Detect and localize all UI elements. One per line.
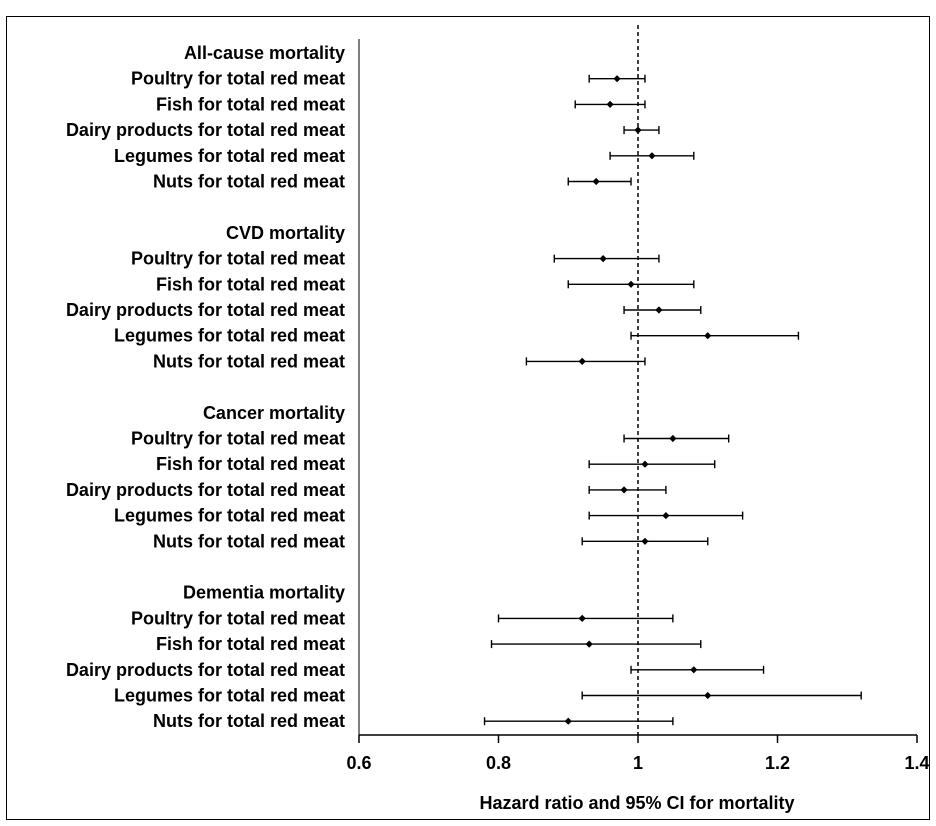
- hazard-ratio-point: [648, 152, 656, 160]
- hazard-ratio-point: [592, 177, 600, 186]
- group-title: Cancer mortality: [203, 403, 345, 423]
- chart-frame: 0.6 0.8 1 1.2 1.4 All-cause mortality Poultry…: [6, 16, 930, 820]
- hazard-ratio-point: [704, 691, 712, 700]
- hazard-ratio-point: [641, 537, 649, 545]
- row-label: Nuts for total red meat: [153, 172, 345, 192]
- axes: 0.6 0.8 1 1.2 1.4: [346, 25, 930, 773]
- row-label: Dairy products for total red meat: [66, 480, 345, 500]
- x-tick-label: 1.4: [904, 753, 929, 773]
- hazard-ratio-point: [704, 332, 712, 340]
- row-label: Poultry for total red meat: [131, 69, 345, 89]
- hazard-ratio-point: [627, 280, 635, 288]
- forest-plot: 0.6 0.8 1 1.2 1.4 All-cause mortality Poultry…: [66, 25, 930, 813]
- hazard-ratio-point: [606, 100, 614, 108]
- x-tick-label: 1.2: [765, 753, 790, 773]
- row-label: Legumes for total red meat: [114, 146, 345, 166]
- hazard-ratio-point: [613, 75, 621, 83]
- x-tick-label: 1: [633, 753, 643, 773]
- row-label: Legumes for total red meat: [114, 506, 345, 526]
- row-label: Fish for total red meat: [156, 454, 345, 474]
- hazard-ratio-point: [585, 640, 593, 648]
- group-title: CVD mortality: [226, 223, 345, 243]
- group-title: All-cause mortality: [184, 43, 345, 63]
- hazard-ratio-point: [662, 512, 670, 520]
- row-label: Poultry for total red meat: [131, 429, 345, 449]
- hazard-ratio-point: [599, 255, 607, 263]
- x-axis-label: Hazard ratio and 95% CI for mortality: [479, 793, 794, 813]
- row-label: Dairy products for total red meat: [66, 120, 345, 140]
- row-label: Fish for total red meat: [156, 634, 345, 654]
- row-label: Dairy products for total red meat: [66, 660, 345, 680]
- row-label: Legumes for total red meat: [114, 686, 345, 706]
- row-label: Fish for total red meat: [156, 274, 345, 294]
- row-label: Poultry for total red meat: [131, 608, 345, 628]
- hazard-ratio-point: [578, 357, 586, 365]
- hazard-ratio-point: [634, 126, 642, 134]
- hazard-ratio-point: [620, 486, 628, 494]
- row-label: Nuts for total red meat: [153, 351, 345, 371]
- row-label: Nuts for total red meat: [153, 531, 345, 551]
- x-tick-label: 0.6: [346, 753, 371, 773]
- row-label: Poultry for total red meat: [131, 249, 345, 269]
- row-label: Fish for total red meat: [156, 94, 345, 114]
- hazard-ratio-point: [564, 717, 572, 725]
- row-label: Nuts for total red meat: [153, 711, 345, 731]
- x-tick-label: 0.8: [486, 753, 511, 773]
- row-label: Dairy products for total red meat: [66, 300, 345, 320]
- group-title: Dementia mortality: [183, 583, 345, 603]
- hazard-ratio-point: [578, 614, 586, 622]
- row-label: Legumes for total red meat: [114, 326, 345, 346]
- hazard-ratio-point: [690, 666, 698, 674]
- plot-rows: All-cause mortality Poultry for total red…: [66, 43, 862, 731]
- hazard-ratio-point: [655, 306, 663, 314]
- hazard-ratio-point: [669, 434, 677, 443]
- hazard-ratio-point: [641, 460, 649, 468]
